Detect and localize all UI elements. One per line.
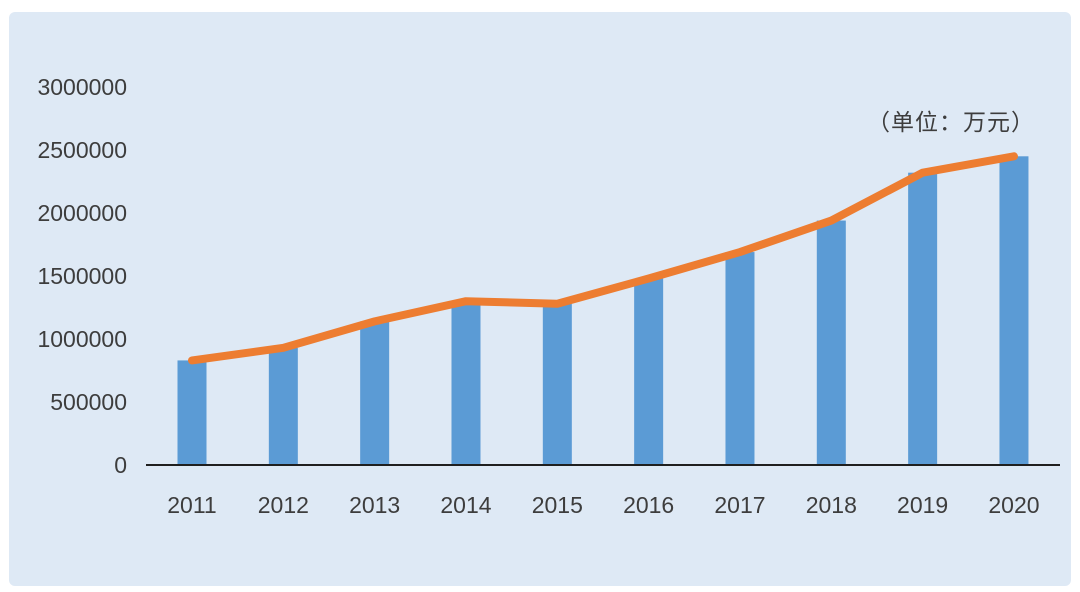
bar-2019 (908, 172, 938, 465)
bar-2016 (634, 278, 664, 465)
y-tick-label: 2000000 (37, 200, 127, 226)
x-tick-label: 2012 (258, 492, 309, 518)
y-tick-label: 1000000 (37, 326, 127, 352)
x-tick-label: 2011 (167, 492, 216, 518)
x-tick-label: 2018 (806, 492, 857, 518)
x-tick-label: 2017 (714, 492, 765, 518)
x-tick-label: 2016 (623, 492, 674, 518)
y-tick-label: 0 (114, 452, 127, 478)
x-tick-label: 2015 (532, 492, 583, 518)
x-tick-label: 2019 (897, 492, 948, 518)
x-tick-label: 2013 (349, 492, 400, 518)
bar-2012 (268, 347, 298, 465)
bar-2017 (725, 252, 755, 465)
chart-panel (9, 12, 1071, 586)
x-tick-label: 2014 (440, 492, 491, 518)
bar-2013 (360, 321, 390, 465)
y-tick-label: 1500000 (37, 263, 127, 289)
bar-2018 (816, 220, 846, 465)
x-tick-label: 2020 (988, 492, 1039, 518)
y-tick-label: 3000000 (37, 74, 127, 100)
y-tick-label: 500000 (50, 389, 127, 415)
bar-2011 (177, 360, 207, 465)
unit-annotation-label: （单位：万元） (867, 109, 1035, 135)
bar-2020 (999, 156, 1029, 466)
line-series (188, 152, 1018, 365)
bar-2015 (542, 303, 572, 465)
bar-2014 (451, 301, 481, 465)
y-tick-label: 2500000 (37, 137, 127, 163)
